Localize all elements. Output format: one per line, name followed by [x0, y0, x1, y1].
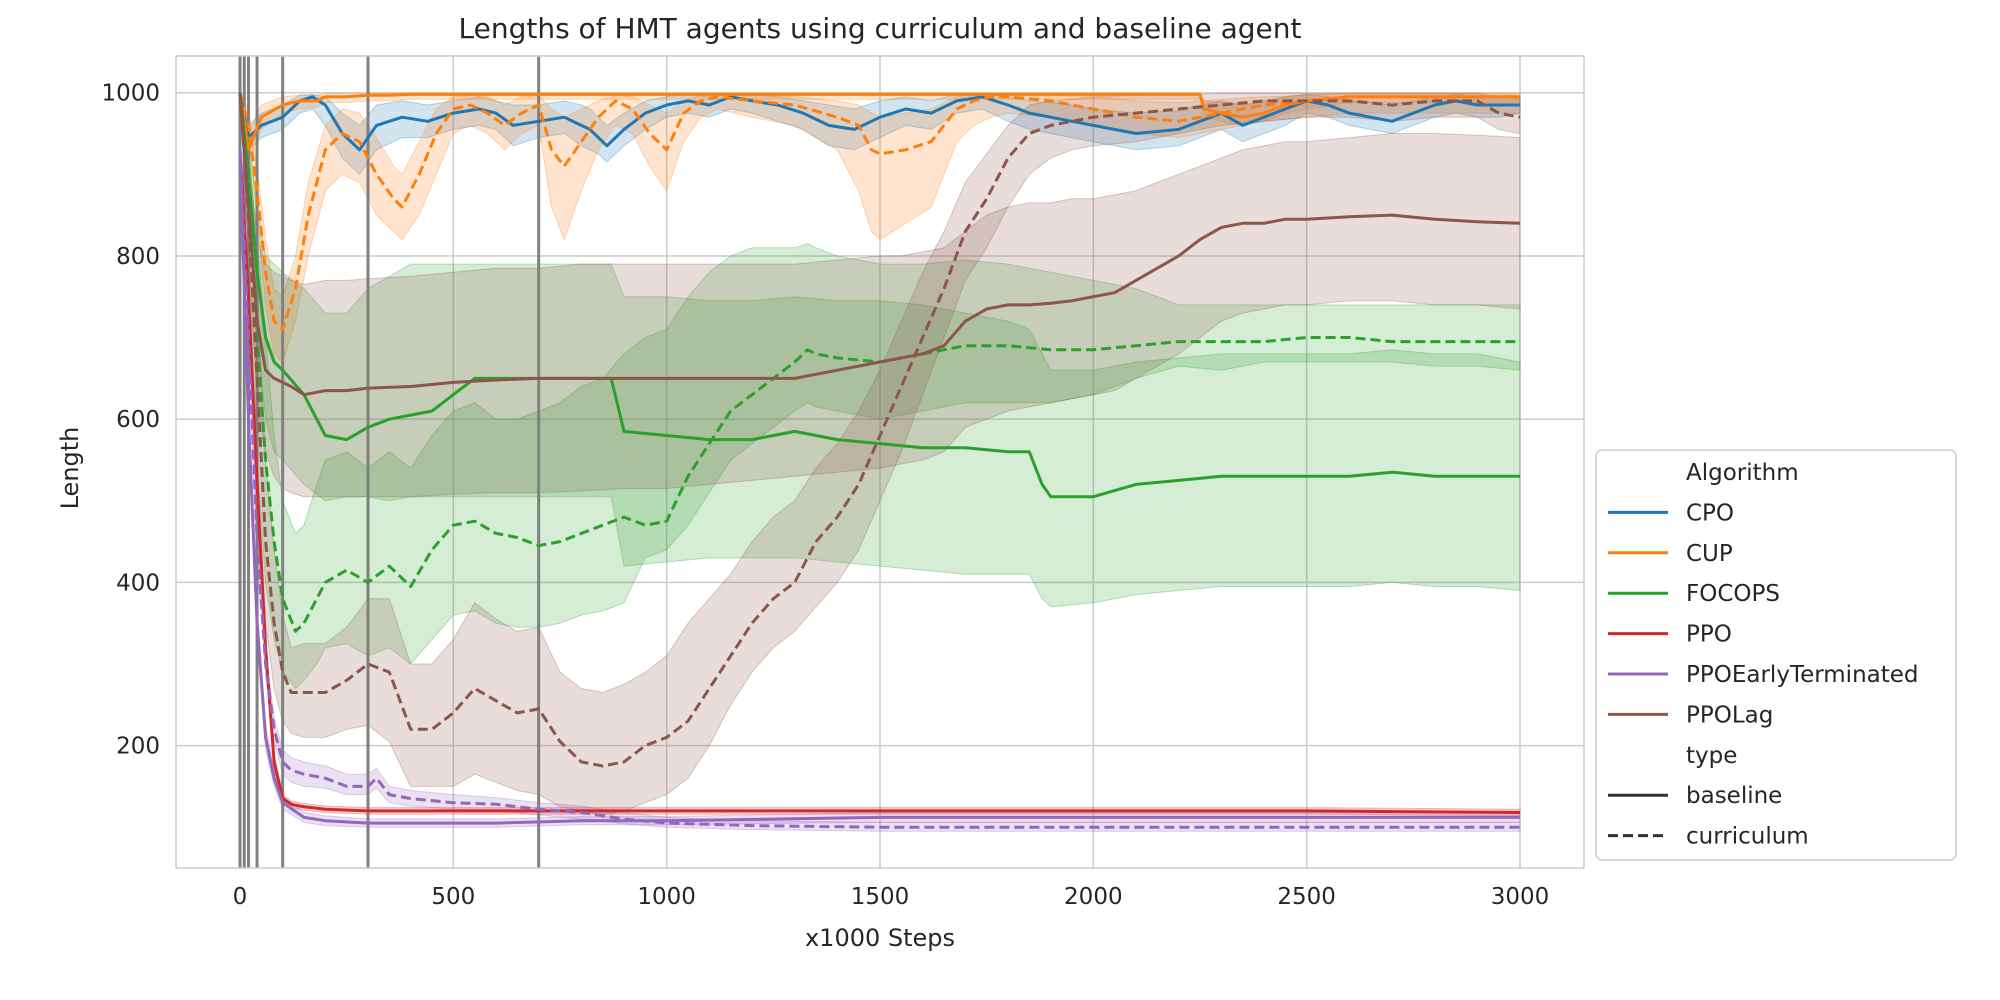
legend-label: PPOLag: [1686, 702, 1773, 728]
y-tick-label: 200: [116, 734, 160, 760]
legend-item-ppoearlyterminated: PPOEarlyTerminated: [1608, 662, 1919, 688]
chart-title: Lengths of HMT agents using curriculum a…: [458, 12, 1301, 45]
series-lines: [238, 92, 1521, 829]
x-tick-label: 0: [233, 884, 248, 910]
focops-baseline-line: [238, 92, 1520, 499]
grid: [176, 56, 1584, 868]
legend-title-type: type: [1686, 743, 1737, 769]
x-tick-label: 2500: [1277, 884, 1336, 910]
legend-item-curriculum: curriculum: [1608, 824, 1809, 850]
legend-label: FOCOPS: [1686, 581, 1780, 607]
legend-title-algorithm: Algorithm: [1686, 460, 1799, 486]
x-tick-label: 3000: [1491, 884, 1550, 910]
legend-label: PPOEarlyTerminated: [1686, 662, 1919, 688]
legend-label: baseline: [1686, 783, 1782, 809]
legend-item-cup: CUP: [1608, 541, 1733, 567]
tick-labels: 0 500 1000 1500 2000 2500 3000 200 400 600 800 1000: [101, 81, 1549, 910]
legend-item-ppo: PPO: [1608, 622, 1732, 648]
focops-curriculum-line: [238, 92, 1520, 633]
ppo-baseline-line: [238, 149, 1521, 814]
legend-box: [1595, 449, 1957, 861]
x-tick-label: 1000: [637, 884, 696, 910]
ppolag-baseline-line: [238, 92, 1521, 397]
legend-item-ppolag: PPOLag: [1608, 702, 1773, 728]
legend-label: PPO: [1686, 622, 1732, 648]
focops-curriculum-band: [239, 92, 1521, 690]
legend-item-focops: FOCOPS: [1608, 581, 1780, 607]
y-tick-label: 1000: [101, 81, 160, 107]
legend-item-baseline: baseline: [1608, 783, 1782, 809]
legend-label: curriculum: [1686, 824, 1809, 850]
y-tick-label: 400: [116, 570, 160, 596]
legend-item-cpo: CPO: [1608, 500, 1734, 526]
plot-frame: [175, 55, 1585, 869]
x-tick-label: 500: [431, 884, 475, 910]
ppoearlyterminated-baseline-line: [238, 149, 1520, 825]
cup-baseline-line: [238, 92, 1520, 152]
x-tick-label: 2000: [1064, 884, 1123, 910]
x-axis-label: x1000 Steps: [805, 924, 955, 952]
y-tick-label: 800: [116, 244, 160, 270]
y-tick-label: 600: [116, 407, 160, 433]
ppoearlyterminated-curriculum-band: [239, 149, 1521, 832]
y-axis-label: Length: [56, 427, 84, 510]
legend: Algorithm CPO CUP FOCOPS PPO PPOEarlyTerminat…: [1595, 449, 1957, 861]
legend-label: CUP: [1686, 541, 1733, 567]
legend-label: Algorithm: [1686, 460, 1799, 486]
legend-label: CPO: [1686, 500, 1734, 526]
ppolag-curriculum-line: [238, 92, 1521, 768]
ppoearlyterminated-curriculum-line: [238, 149, 1520, 829]
x-tick-label: 1500: [851, 884, 910, 910]
legend-label: type: [1686, 743, 1737, 769]
